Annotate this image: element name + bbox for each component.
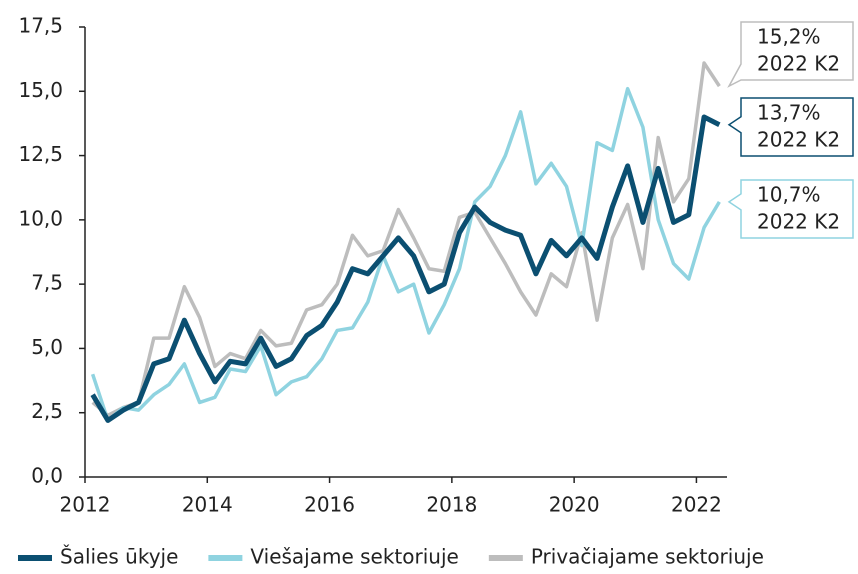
annotation-text: 2022 K2 [757,210,840,234]
legend-label: Viešajame sektoriuje [250,545,458,569]
x-tick-label: 2012 [60,493,111,517]
legend-label: Privačiajame sektoriuje [531,545,764,569]
annotation-text: 2022 K2 [757,128,840,152]
y-tick-label: 15,0 [18,78,63,102]
annotation-box [727,21,854,88]
y-tick-label: 0,0 [31,464,63,488]
legend-label: Šalies ūkyje [60,545,178,569]
y-tick-label: 7,5 [31,271,63,295]
series-line [91,61,721,418]
annotation-box [727,179,854,239]
y-tick-label: 17,5 [18,14,63,38]
series-line [90,114,721,423]
x-tick-label: 2016 [304,493,355,517]
annotation-text: 13,7% [757,101,821,125]
y-tick-label: 5,0 [31,335,63,359]
y-tick-label: 2,5 [31,399,63,423]
x-tick-label: 2022 [671,493,722,517]
x-tick-label: 2020 [549,493,600,517]
annotation-text: 2022 K2 [757,52,840,76]
x-tick-label: 2018 [426,493,477,517]
annotation-text: 10,7% [757,183,821,207]
y-tick-label: 12,5 [18,142,63,166]
annotation-box [727,97,854,157]
y-tick-label: 10,0 [18,206,63,230]
series-line [90,86,721,423]
x-tick-label: 2014 [182,493,233,517]
annotation-text: 15,2% [757,25,821,49]
